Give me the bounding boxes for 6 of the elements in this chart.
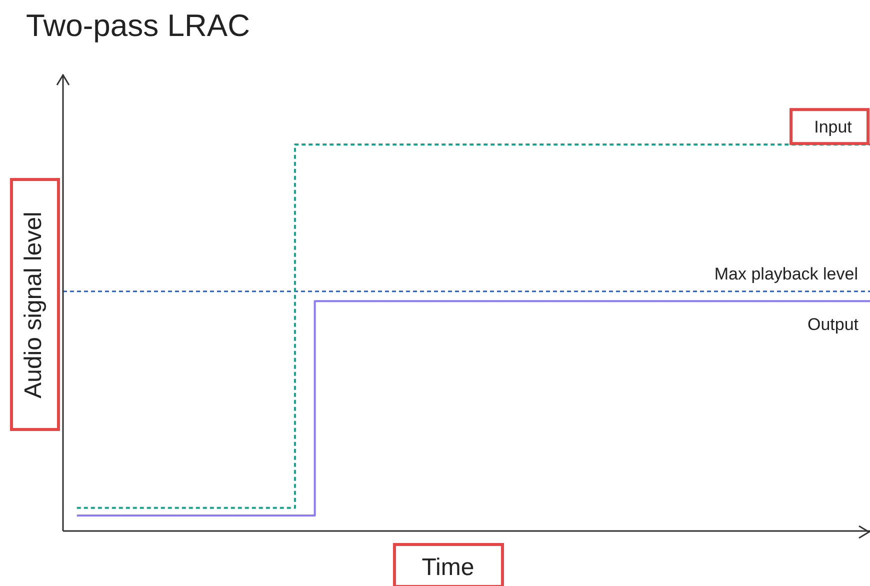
chart-title: Two-pass LRAC: [26, 8, 250, 44]
ref-line-label: Max playback level: [714, 264, 858, 284]
y-axis-title: Audio signal level: [19, 212, 48, 398]
series-label: Input: [814, 118, 852, 137]
series-label: Output: [807, 315, 859, 334]
x-axis-title: Time: [420, 554, 476, 582]
